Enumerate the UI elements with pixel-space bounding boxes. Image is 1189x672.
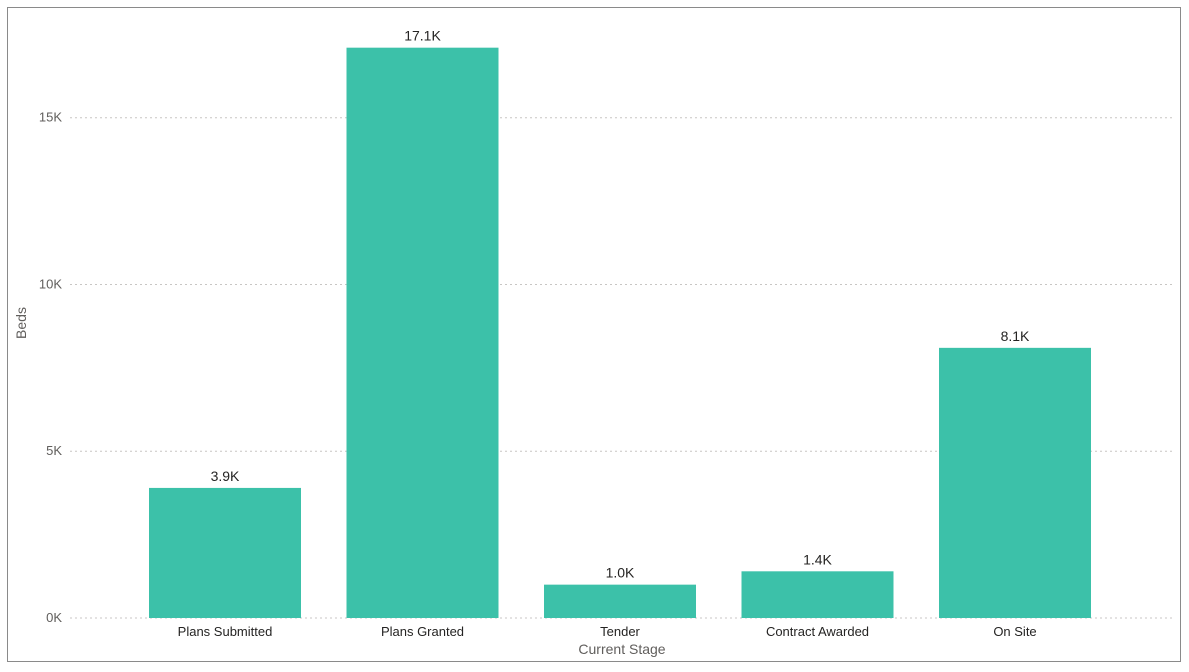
x-category-label: Plans Granted xyxy=(381,624,464,639)
data-label: 17.1K xyxy=(404,28,441,44)
y-tick-label: 10K xyxy=(39,276,62,291)
y-tick-label: 15K xyxy=(39,110,62,125)
bar xyxy=(149,487,301,618)
data-label: 3.9K xyxy=(211,468,240,484)
data-label: 1.4K xyxy=(803,551,832,567)
y-tick-label: 0K xyxy=(46,610,62,625)
y-axis-title: Beds xyxy=(13,307,29,339)
bar xyxy=(346,47,499,618)
x-category-label: Plans Submitted xyxy=(178,624,273,639)
x-category-label: Contract Awarded xyxy=(766,624,869,639)
x-axis-categories: Plans Submitted Plans Granted Tender Contra… xyxy=(178,624,1037,639)
data-label: 1.0K xyxy=(606,565,635,581)
x-category-label: On Site xyxy=(993,624,1036,639)
data-label: 8.1K xyxy=(1001,328,1030,344)
data-labels: 3.9K 17.1K 1.0K 1.4K 8.1K xyxy=(211,28,1030,581)
bars xyxy=(149,47,1091,618)
x-category-label: Tender xyxy=(600,624,640,639)
y-tick-label: 5K xyxy=(46,443,62,458)
y-axis-ticks: 0K 5K 10K 15K xyxy=(39,110,62,625)
bar xyxy=(939,347,1091,618)
bar xyxy=(544,584,696,618)
bar xyxy=(741,571,894,618)
x-axis-title: Current Stage xyxy=(578,641,665,657)
